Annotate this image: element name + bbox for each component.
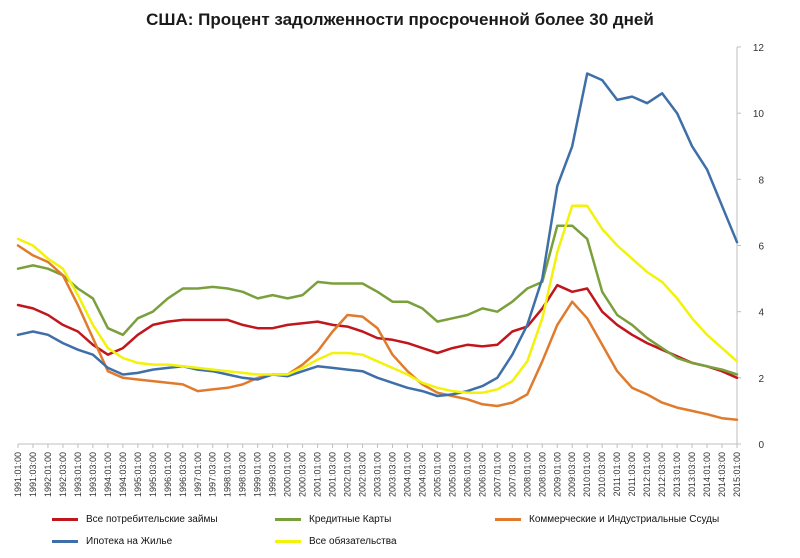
x-tick-label: 2013:03:00 [687,452,697,497]
series-line [16,283,739,380]
x-tick-label: 2001:01:00 [313,452,323,497]
x-tick-label: 2011:03:00 [627,452,637,496]
legend-item-all-liabilities: Все обязательства [275,536,397,547]
legend-label: Все потребительские займы [86,514,218,525]
x-tick-label: 1991:03:00 [28,452,38,497]
legend-label: Коммерческие и Индустриальные Ссуды [529,514,720,525]
x-tick-label: 2014:03:00 [717,452,727,497]
x-tick-label: 1997:01:00 [193,452,203,497]
x-tick-label: 2008:03:00 [537,452,547,497]
legend-swatch [52,540,78,543]
x-tick-label: 1998:03:00 [238,452,248,497]
x-tick-label: 2009:03:00 [567,452,577,497]
x-tick-label: 1993:01:00 [73,452,83,497]
x-tick-label: 1992:01:00 [43,452,53,497]
x-tick-label: 2007:03:00 [507,452,517,497]
x-tick-label: 1997:03:00 [208,452,218,497]
y-tick-label: 4 [758,308,764,319]
x-tick-label: 1993:03:00 [88,452,98,497]
legend-swatch [275,540,301,543]
x-tick-label: 2003:03:00 [387,452,397,497]
legend-swatch [495,518,521,521]
legend-item-mortgage: Ипотека на Жилье [52,536,172,547]
y-tick-label: 12 [753,43,765,54]
legend-item-credit-cards: Кредитные Карты [275,514,391,525]
x-tick-label: 2011:01:00 [612,452,622,496]
x-tick-label: 1992:03:00 [58,452,68,497]
x-tick-label: 2010:03:00 [597,452,607,497]
series-line [16,72,739,398]
x-tick-label: 2004:01:00 [402,452,412,497]
x-tick-label: 2010:01:00 [582,452,592,497]
x-tick-label: 2001:03:00 [328,452,338,497]
x-tick-label: 1996:01:00 [163,452,173,497]
x-tick-label: 2009:01:00 [552,452,562,497]
y-tick-label: 10 [753,109,765,120]
x-tick-label: 2005:03:00 [447,452,457,497]
chart-title: США: Процент задолженности просроченной … [146,10,654,29]
x-tick-label: 2015:01:00 [732,452,742,497]
x-tick-label: 2000:01:00 [283,452,293,497]
x-tick-label: 2000:03:00 [298,452,308,497]
legend-item-commercial-loans: Коммерческие и Индустриальные Ссуды [495,514,719,525]
x-tick-label: 2014:01:00 [702,452,712,497]
y-tick-label: 2 [758,374,764,385]
x-tick-label: 1999:01:00 [253,452,263,497]
legend-swatch [52,518,78,521]
legend-swatch [275,518,301,521]
x-tick-label: 1994:03:00 [118,452,128,497]
x-tick-label: 2007:01:00 [492,452,502,497]
legend-label: Ипотека на Жилье [86,536,173,547]
y-tick-label: 6 [758,242,764,253]
x-tick-label: 1995:01:00 [133,452,143,497]
x-tick-label: 1991:01:00 [13,452,23,497]
y-tick-label: 0 [758,440,764,451]
y-tick-label: 8 [758,175,764,186]
legend-item-consumer-loans: Все потребительские займы [52,514,218,525]
x-tick-label: 1994:01:00 [103,452,113,497]
x-tick-label: 2004:03:00 [417,452,427,497]
x-tick-label: 1995:03:00 [148,452,158,497]
legend-label: Все обязательства [309,536,397,547]
x-tick-label: 2002:01:00 [343,452,353,497]
x-tick-label: 2012:01:00 [642,452,652,497]
series-line [16,204,739,394]
series-line [16,224,739,376]
x-tick-label: 2005:01:00 [432,452,442,497]
x-tick-label: 1999:03:00 [268,452,278,497]
x-tick-label: 2002:03:00 [358,452,368,497]
x-tick-label: 1996:03:00 [178,452,188,497]
x-tick-label: 2013:01:00 [672,452,682,497]
x-tick-label: 1998:01:00 [223,452,233,497]
legend-label: Кредитные Карты [309,514,392,525]
x-tick-label: 2006:01:00 [462,452,472,497]
x-tick-label: 2008:01:00 [522,452,532,497]
x-tick-label: 2006:03:00 [477,452,487,497]
series-line [16,244,739,422]
x-tick-label: 2003:01:00 [373,452,383,497]
x-tick-label: 2012:03:00 [657,452,667,497]
